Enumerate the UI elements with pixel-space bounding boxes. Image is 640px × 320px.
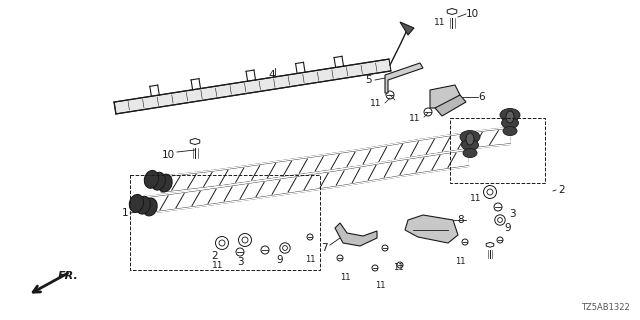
Ellipse shape (502, 117, 518, 129)
Ellipse shape (500, 108, 520, 122)
Text: 4: 4 (269, 70, 275, 80)
Circle shape (236, 248, 244, 256)
Text: 2: 2 (558, 185, 564, 195)
Text: 7: 7 (321, 243, 328, 253)
Circle shape (494, 203, 502, 211)
Ellipse shape (503, 126, 517, 136)
Circle shape (307, 234, 313, 240)
Circle shape (397, 262, 403, 268)
Ellipse shape (143, 198, 157, 216)
Text: 10: 10 (466, 9, 479, 19)
Ellipse shape (145, 171, 159, 188)
Polygon shape (400, 22, 414, 35)
Polygon shape (335, 223, 377, 246)
Polygon shape (430, 85, 460, 108)
Ellipse shape (129, 195, 143, 212)
Polygon shape (447, 9, 457, 14)
Polygon shape (486, 243, 494, 247)
Text: 10: 10 (162, 150, 175, 160)
Ellipse shape (463, 148, 477, 157)
Text: FR.: FR. (58, 271, 79, 281)
Circle shape (372, 265, 378, 271)
Text: 11: 11 (212, 260, 224, 269)
Text: TZ5AB1322: TZ5AB1322 (581, 303, 630, 312)
Ellipse shape (136, 196, 150, 214)
Ellipse shape (158, 174, 172, 192)
Text: 11: 11 (375, 281, 385, 290)
Text: 11: 11 (369, 99, 381, 108)
Ellipse shape (461, 140, 479, 150)
Ellipse shape (460, 131, 480, 143)
Text: 1: 1 (122, 208, 128, 218)
Text: 6: 6 (478, 92, 484, 102)
Text: 5: 5 (365, 75, 372, 85)
Text: 11: 11 (435, 18, 445, 27)
Ellipse shape (151, 172, 165, 190)
Ellipse shape (506, 111, 514, 123)
Text: 9: 9 (276, 255, 284, 265)
Polygon shape (405, 215, 458, 243)
Text: 11: 11 (305, 254, 316, 263)
Circle shape (382, 245, 388, 251)
Circle shape (424, 108, 432, 116)
Text: 11: 11 (408, 114, 420, 123)
Text: 11: 11 (455, 258, 465, 267)
Circle shape (261, 246, 269, 254)
Circle shape (497, 237, 503, 243)
Polygon shape (385, 63, 423, 93)
Text: 3: 3 (509, 209, 516, 219)
Text: 11: 11 (340, 273, 350, 282)
Circle shape (462, 239, 468, 245)
Circle shape (337, 255, 343, 261)
Polygon shape (435, 95, 466, 116)
Polygon shape (114, 59, 391, 114)
Text: 11: 11 (393, 262, 403, 271)
Circle shape (386, 91, 394, 99)
Text: 2: 2 (212, 251, 218, 261)
Text: 9: 9 (504, 223, 511, 233)
Text: 11: 11 (470, 194, 481, 203)
Ellipse shape (466, 133, 474, 145)
Text: 3: 3 (237, 257, 243, 267)
Text: 8: 8 (458, 215, 464, 225)
Polygon shape (190, 139, 200, 145)
